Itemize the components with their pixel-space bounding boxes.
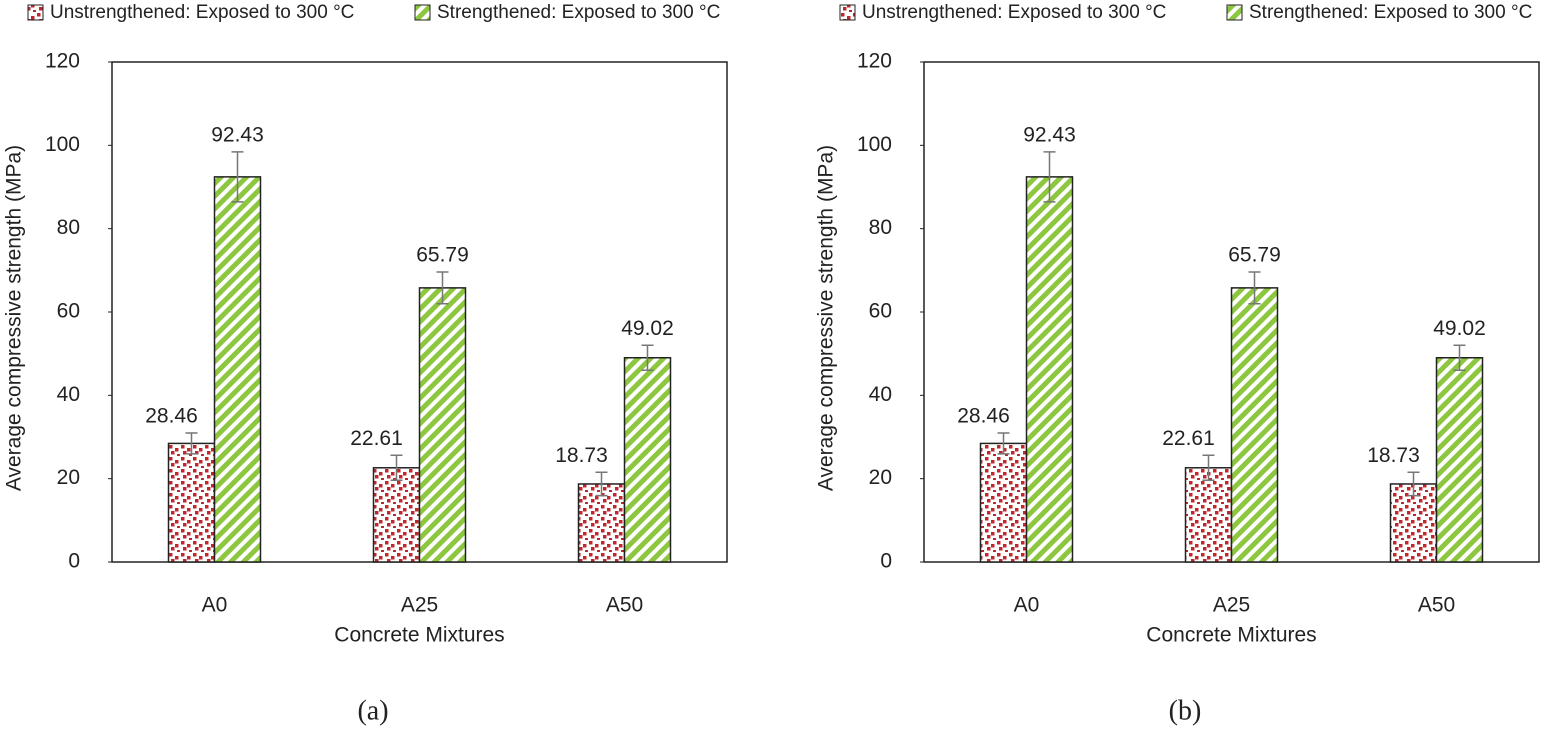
y-tick-label: 20 — [57, 466, 80, 489]
data-label: 18.73 — [1367, 444, 1420, 467]
data-label: 22.61 — [1162, 427, 1215, 450]
y-axis-label: Average compressive strength (MPa) — [3, 145, 26, 491]
legend-swatch — [839, 4, 856, 21]
x-tick-label: A50 — [606, 594, 643, 617]
legend-label: Strengthened: Exposed to 300 °C — [437, 2, 720, 23]
data-label: 65.79 — [416, 244, 469, 267]
data-label: 22.61 — [350, 427, 403, 450]
y-tick-label: 60 — [869, 300, 892, 323]
y-tick-label: 60 — [57, 300, 80, 323]
bar — [1184, 467, 1233, 563]
error-bar — [185, 432, 198, 455]
data-label: 92.43 — [211, 123, 264, 146]
data-label: 28.46 — [957, 405, 1010, 428]
y-tick-label: 0 — [68, 550, 80, 573]
y-tick-label: 20 — [869, 466, 892, 489]
x-axis-label: Concrete Mixtures — [334, 624, 504, 647]
legend-label: Unstrengthened: Exposed to 300 °C — [50, 2, 354, 23]
bar — [1435, 357, 1484, 563]
y-tick-label: 80 — [869, 216, 892, 239]
bar — [418, 287, 467, 563]
error-bar — [1407, 471, 1420, 497]
legend-label: Strengthened: Exposed to 300 °C — [1249, 2, 1532, 23]
x-tick-label: A25 — [1213, 594, 1250, 617]
bar — [1389, 483, 1438, 563]
panel-caption: (b) — [1169, 695, 1202, 726]
error-bar — [1043, 151, 1056, 203]
bar — [1025, 176, 1074, 563]
data-label: 65.79 — [1228, 244, 1281, 267]
y-axis-label: Average compressive strength (MPa) — [815, 145, 838, 491]
legend-swatch — [1226, 4, 1243, 21]
y-tick-label: 40 — [869, 383, 892, 406]
error-bar — [997, 432, 1010, 455]
legend-label: Unstrengthened: Exposed to 300 °C — [862, 2, 1166, 23]
error-bar — [1248, 271, 1261, 305]
bar — [979, 442, 1028, 563]
legend-swatch — [414, 4, 431, 21]
x-tick-label: A0 — [1014, 594, 1040, 617]
error-bar — [390, 454, 403, 482]
data-label: 49.02 — [621, 317, 674, 340]
data-label: 49.02 — [1433, 317, 1486, 340]
x-tick-label: A25 — [401, 594, 438, 617]
error-bar — [231, 151, 244, 203]
error-bar — [1453, 344, 1466, 371]
data-label: 18.73 — [555, 444, 608, 467]
error-bar — [641, 344, 654, 371]
error-bar — [436, 271, 449, 305]
x-axis-label: Concrete Mixtures — [1146, 624, 1316, 647]
data-label: 28.46 — [145, 405, 198, 428]
y-tick-label: 100 — [857, 133, 892, 156]
bar — [623, 357, 672, 563]
bar — [213, 176, 262, 563]
y-tick-label: 120 — [45, 50, 80, 73]
y-tick-label: 40 — [57, 383, 80, 406]
legend-swatch — [27, 4, 44, 21]
y-tick-label: 80 — [57, 216, 80, 239]
data-label: 92.43 — [1023, 123, 1076, 146]
x-tick-label: A50 — [1418, 594, 1455, 617]
bar — [1230, 287, 1279, 563]
error-bar — [1202, 454, 1215, 482]
error-bar — [595, 471, 608, 497]
y-tick-label: 0 — [880, 550, 892, 573]
bar — [167, 442, 216, 563]
y-tick-label: 100 — [45, 133, 80, 156]
bar — [372, 467, 421, 563]
y-tick-label: 120 — [857, 50, 892, 73]
x-tick-label: A0 — [202, 594, 228, 617]
panel-caption: (a) — [357, 695, 388, 726]
